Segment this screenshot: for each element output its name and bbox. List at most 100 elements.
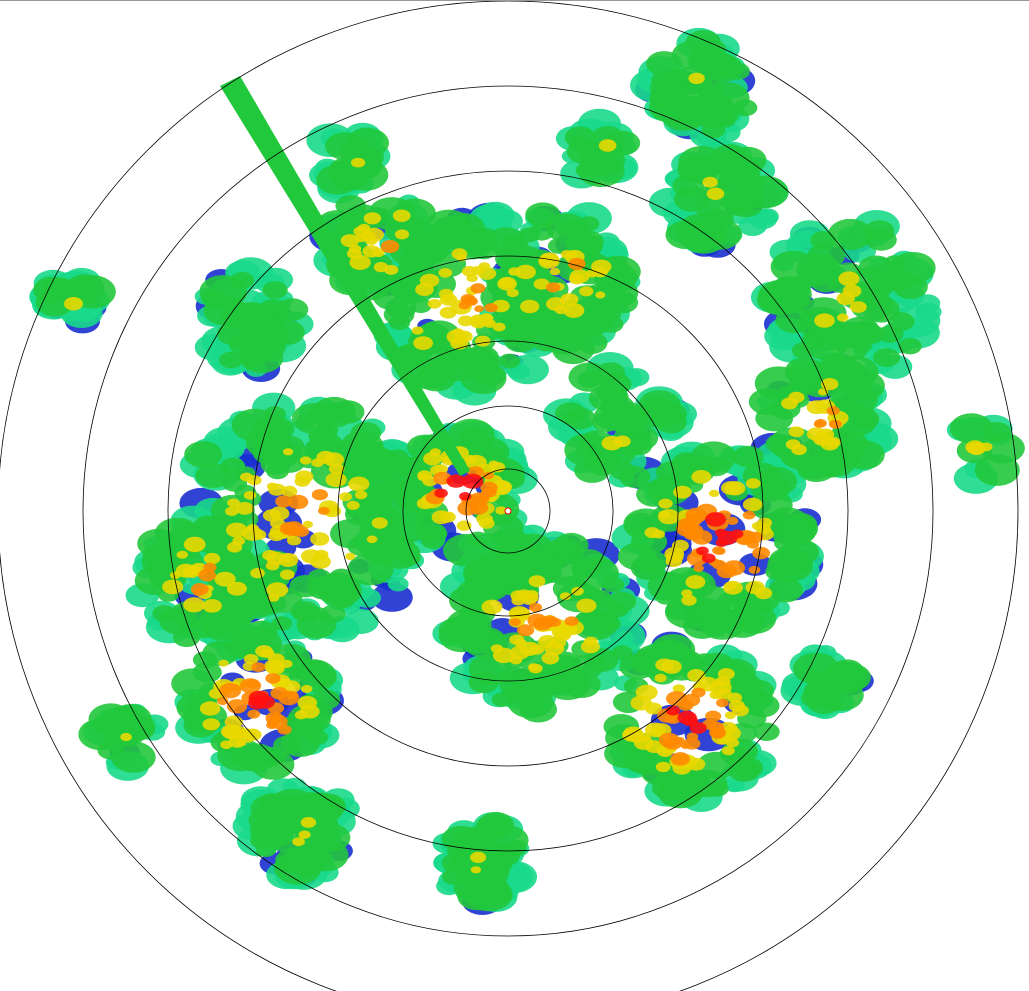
echo-cell (712, 546, 724, 555)
echo-cell (490, 462, 506, 473)
echo-cell (281, 485, 298, 497)
echo-cell (527, 613, 547, 628)
echo-cell (226, 522, 248, 538)
echo-cell (545, 282, 561, 293)
echo-cell (235, 502, 254, 515)
echo-cell (446, 608, 492, 641)
echo-cell (348, 476, 370, 492)
echo-cell (509, 618, 521, 627)
echo-cell (280, 569, 295, 580)
echo-cell (672, 684, 686, 693)
echo-cell (684, 104, 711, 123)
echo-cell (673, 485, 692, 499)
echo-cell (595, 291, 606, 299)
echo-cell (551, 334, 595, 365)
echo-cell (820, 437, 840, 451)
echo-cell (243, 654, 259, 665)
echo-cell (688, 72, 705, 85)
echo-cell (492, 647, 515, 664)
echo-cell (202, 612, 243, 641)
echo-cell (762, 291, 783, 306)
echo-cell (781, 397, 798, 410)
echo-cell (176, 550, 189, 559)
echo-cell (549, 636, 566, 649)
echo-cell (226, 581, 247, 596)
echo-cell (214, 571, 236, 587)
echo-cell (448, 418, 495, 452)
echo-cell (637, 732, 652, 742)
echo-cell (588, 385, 626, 411)
echo-cell (279, 522, 299, 535)
echo-cell (311, 689, 341, 710)
range-ring (252, 255, 764, 767)
echo-cell (559, 592, 572, 601)
echo-cell (225, 506, 239, 516)
echo-cell (202, 599, 222, 613)
echo-cell (394, 229, 410, 240)
echo-cell (685, 575, 706, 589)
echo-cell (372, 248, 385, 258)
echo-cell (519, 696, 557, 723)
echo-cell (217, 697, 229, 705)
echo-cell (247, 709, 261, 719)
echo-cell (325, 472, 347, 488)
echo-cell (528, 575, 546, 588)
echo-cell (520, 299, 540, 314)
echo-cell (473, 363, 506, 387)
echo-cell (547, 558, 587, 586)
echo-cell (670, 752, 690, 766)
echo-cell (574, 610, 613, 637)
echo-cell (602, 577, 625, 593)
echo-cell (475, 335, 491, 347)
echo-cell (434, 488, 448, 498)
echo-cell (275, 848, 311, 873)
echo-cell (654, 673, 667, 683)
echo-cell (411, 326, 424, 335)
echo-cell (504, 685, 527, 701)
echo-cell (287, 658, 319, 680)
echo-cell (705, 512, 726, 527)
echo-cell (748, 388, 787, 416)
echo-cell (822, 325, 855, 348)
echo-cell (198, 569, 217, 582)
radar-site-marker (504, 507, 512, 515)
echo-cell (555, 402, 586, 424)
echo-cell (785, 439, 801, 450)
echo-cell (349, 244, 362, 254)
echo-cell (666, 705, 680, 716)
echo-cell (265, 711, 284, 725)
echo-cell (240, 472, 253, 482)
echo-cell (685, 514, 703, 526)
echo-cell (528, 602, 543, 613)
echo-cell (565, 234, 592, 254)
echo-cell (980, 442, 993, 452)
echo-cell (351, 157, 366, 168)
echo-cell (564, 616, 579, 627)
echo-cell (767, 549, 813, 582)
echo-cell (576, 310, 612, 336)
echo-cell (568, 362, 611, 392)
echo-cell (726, 516, 739, 525)
echo-cell (560, 250, 573, 259)
echo-cell (613, 631, 635, 646)
echo-cell (300, 817, 317, 828)
echo-cell (887, 312, 915, 331)
echo-cell (328, 463, 345, 475)
echo-cell (184, 441, 223, 468)
echo-cell (355, 233, 368, 243)
echo-cell (474, 305, 485, 313)
echo-cell (658, 732, 680, 748)
echo-cell (340, 234, 360, 248)
echo-cell (865, 228, 897, 251)
echo-cell (345, 552, 356, 561)
range-ring (337, 340, 679, 682)
echo-cell (219, 351, 244, 369)
echo-cell (658, 498, 673, 509)
echo-cell (757, 517, 773, 528)
echo-cell (232, 305, 253, 320)
echo-cell (282, 448, 294, 456)
echo-cell (742, 510, 756, 520)
echo-cell (470, 283, 486, 294)
